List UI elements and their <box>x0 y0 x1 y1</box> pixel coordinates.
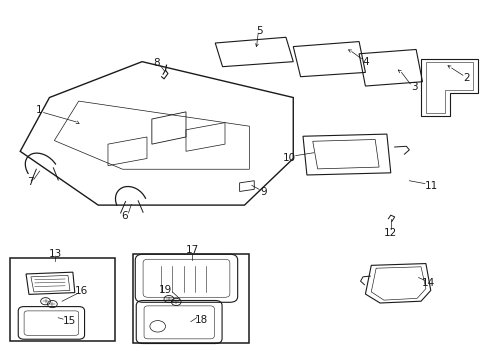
Text: 7: 7 <box>26 177 33 187</box>
Text: 13: 13 <box>49 248 62 258</box>
Text: 12: 12 <box>384 228 397 238</box>
Text: 3: 3 <box>410 82 417 92</box>
Text: 8: 8 <box>153 58 160 68</box>
Text: 1: 1 <box>35 105 42 115</box>
Bar <box>10 258 115 341</box>
Text: 2: 2 <box>462 73 468 83</box>
Text: 14: 14 <box>421 278 434 288</box>
Text: 17: 17 <box>185 245 199 255</box>
Text: 6: 6 <box>122 211 128 221</box>
Text: 4: 4 <box>362 57 368 67</box>
Text: 10: 10 <box>282 153 295 163</box>
Text: 5: 5 <box>255 26 262 36</box>
Text: 16: 16 <box>74 286 87 296</box>
Text: 18: 18 <box>195 315 208 325</box>
Text: 19: 19 <box>159 285 172 296</box>
Bar <box>133 254 249 343</box>
Text: 11: 11 <box>424 181 437 191</box>
Text: 15: 15 <box>62 316 76 326</box>
Text: 9: 9 <box>260 187 267 197</box>
